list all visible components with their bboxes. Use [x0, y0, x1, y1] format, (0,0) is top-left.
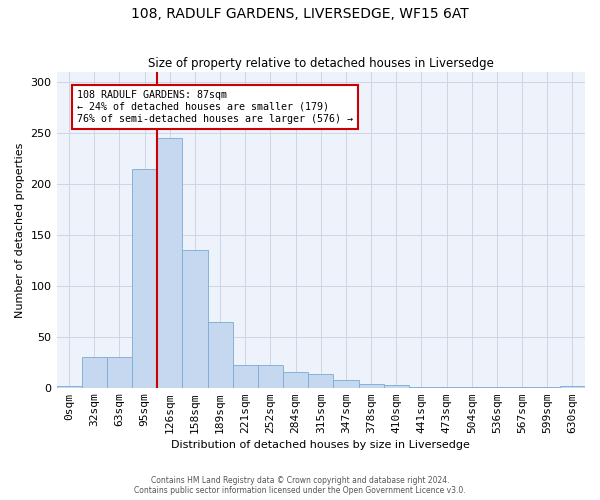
- Text: 108, RADULF GARDENS, LIVERSEDGE, WF15 6AT: 108, RADULF GARDENS, LIVERSEDGE, WF15 6A…: [131, 8, 469, 22]
- Bar: [359, 384, 383, 388]
- Bar: [283, 372, 308, 388]
- Bar: [56, 386, 82, 388]
- Bar: [560, 386, 585, 388]
- Bar: [383, 384, 409, 388]
- Bar: [182, 250, 208, 388]
- Title: Size of property relative to detached houses in Liversedge: Size of property relative to detached ho…: [148, 56, 494, 70]
- Bar: [308, 374, 334, 388]
- Bar: [535, 386, 560, 388]
- Bar: [132, 169, 157, 388]
- Bar: [409, 386, 434, 388]
- Bar: [258, 366, 283, 388]
- Bar: [157, 138, 182, 388]
- Bar: [434, 386, 459, 388]
- Bar: [334, 380, 359, 388]
- Bar: [484, 386, 509, 388]
- Bar: [233, 366, 258, 388]
- X-axis label: Distribution of detached houses by size in Liversedge: Distribution of detached houses by size …: [172, 440, 470, 450]
- Bar: [107, 357, 132, 388]
- Bar: [82, 357, 107, 388]
- Text: Contains HM Land Registry data © Crown copyright and database right 2024.
Contai: Contains HM Land Registry data © Crown c…: [134, 476, 466, 495]
- Bar: [208, 322, 233, 388]
- Y-axis label: Number of detached properties: Number of detached properties: [15, 142, 25, 318]
- Bar: [509, 386, 535, 388]
- Text: 108 RADULF GARDENS: 87sqm
← 24% of detached houses are smaller (179)
76% of semi: 108 RADULF GARDENS: 87sqm ← 24% of detac…: [77, 90, 353, 124]
- Bar: [459, 386, 484, 388]
